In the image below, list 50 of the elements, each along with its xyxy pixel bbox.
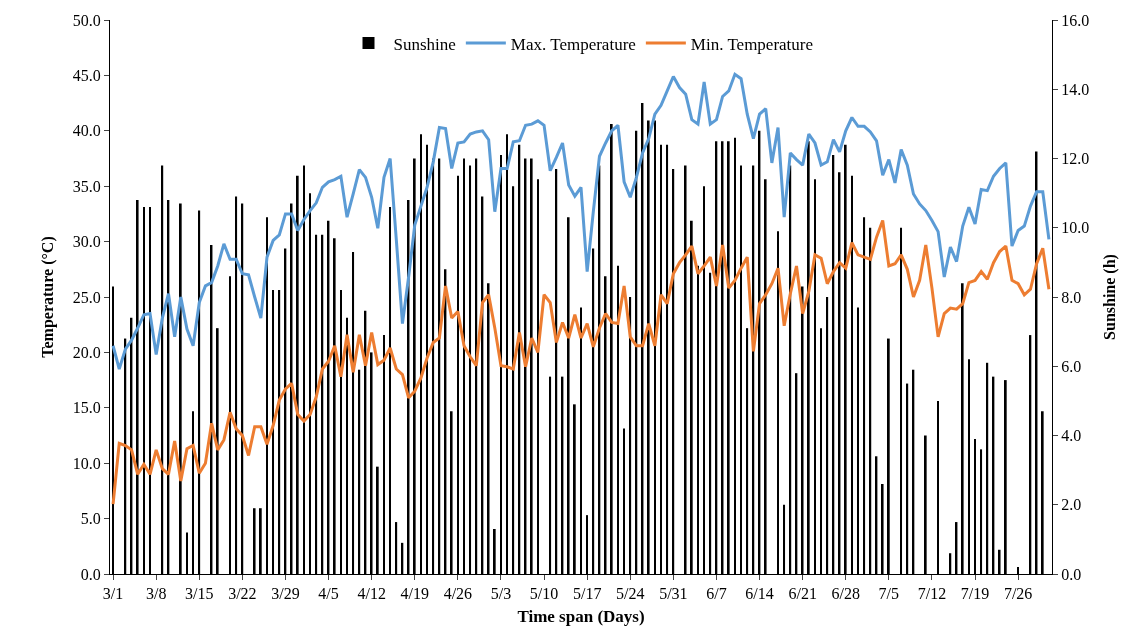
x-tick-label: 6/21 — [788, 585, 817, 603]
line-series — [111, 219, 1051, 506]
x-tick-label: 6/14 — [745, 585, 774, 603]
x-axis-title: Time span (Days) — [517, 606, 645, 626]
x-tick-label: 5/3 — [490, 585, 512, 603]
line-series — [111, 72, 1051, 371]
y-tick-label: 30.0 — [72, 233, 101, 251]
y2-tick-label: 12.0 — [1061, 150, 1090, 168]
x-tick-label: 5/24 — [616, 585, 645, 603]
y-axis-title: Temperature (°C) — [38, 236, 57, 358]
x-tick-label: 5/10 — [529, 585, 559, 603]
legend-label: Sunshine — [393, 34, 456, 54]
x-tick-label: 4/19 — [400, 585, 429, 603]
x-tick-label: 6/7 — [706, 585, 727, 603]
x-tick-label: 3/1 — [102, 585, 124, 603]
y-tick-label: 10.0 — [72, 454, 101, 472]
y2-tick-label: 2.0 — [1061, 496, 1082, 514]
y2-tick-label: 6.0 — [1061, 357, 1082, 375]
x-tick-label: 6/28 — [831, 585, 860, 603]
y2-tick-label: 10.0 — [1061, 219, 1090, 237]
x-tick-label: 4/5 — [318, 585, 339, 603]
y-tick-label: 20.0 — [72, 344, 101, 361]
y-tick-label: 15.0 — [72, 399, 101, 417]
x-tick-label: 7/5 — [878, 585, 900, 603]
x-tick-label: 3/22 — [228, 585, 257, 603]
x-tick-label: 5/17 — [572, 585, 602, 603]
y-tick-label: 25.0 — [72, 288, 101, 306]
y2-axis-title: Sunshine (h) — [1100, 254, 1119, 340]
x-tick-label: 3/8 — [145, 585, 167, 603]
x-tick-label: 7/26 — [1003, 585, 1033, 603]
y-tick-label: 45.0 — [72, 67, 101, 84]
y-tick-label: 0.0 — [80, 565, 101, 583]
x-tick-label: 7/19 — [960, 585, 990, 603]
legend-label: Min. Temperature — [690, 34, 814, 54]
y-tick-label: 5.0 — [80, 510, 101, 528]
y-tick-label: 40.0 — [72, 122, 101, 140]
x-tick-label: 4/12 — [357, 585, 386, 603]
x-tick-label: 3/29 — [271, 585, 300, 603]
x-tick-label: 7/12 — [917, 585, 947, 603]
x-tick-label: 4/26 — [443, 585, 473, 603]
y-tick-label: 50.0 — [72, 11, 101, 29]
y2-tick-label: 16.0 — [1061, 11, 1090, 29]
y-tick-label: 35.0 — [72, 177, 101, 195]
x-tick-label: 5/31 — [659, 585, 688, 603]
x-tick-label: 3/15 — [185, 585, 214, 603]
y2-tick-label: 4.0 — [1061, 427, 1082, 445]
y2-tick-label: 14.0 — [1061, 80, 1090, 98]
y2-tick-label: 8.0 — [1061, 288, 1082, 306]
legend-label: Max. Temperature — [510, 34, 636, 54]
y2-tick-label: 0.0 — [1061, 565, 1082, 583]
